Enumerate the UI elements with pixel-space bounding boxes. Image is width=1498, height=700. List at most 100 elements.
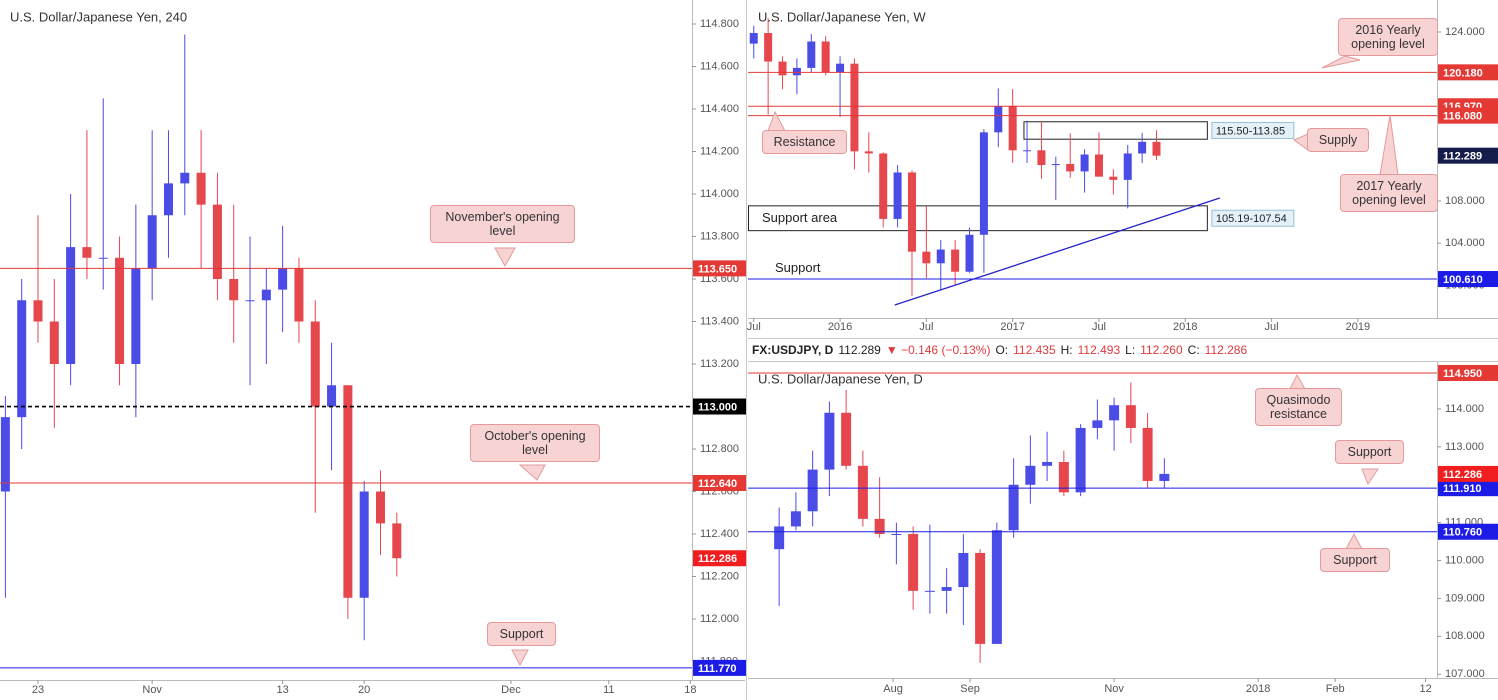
callout-pointer	[1379, 114, 1399, 176]
x-tick-label: 13	[277, 684, 289, 696]
trendline	[894, 197, 1221, 306]
callout: Resistance	[762, 130, 847, 154]
candle-body	[807, 469, 818, 512]
ohlc-value: 112.435	[1013, 343, 1056, 357]
level-tag-label: 120.180	[1443, 67, 1483, 79]
chart-title: U.S. Dollar/Japanese Yen, 240	[10, 9, 187, 24]
candle-body	[261, 289, 271, 301]
last-price-label: 112.289	[1443, 151, 1482, 163]
candle-body	[0, 417, 10, 492]
candle-body	[147, 215, 157, 269]
callout: 2016 Yearly opening level	[1338, 18, 1438, 56]
callout-pointer	[518, 464, 546, 481]
candle-body	[891, 534, 902, 536]
level-tag	[693, 659, 746, 676]
y-tick-label: 114.000	[1445, 403, 1484, 415]
candle-body	[1094, 154, 1103, 177]
candle-body	[196, 172, 206, 205]
chart-label: Support	[775, 260, 821, 275]
candle-body	[180, 172, 190, 184]
y-tick-label: 113.000	[1445, 441, 1484, 453]
x-tick-label: 2017	[1000, 321, 1024, 333]
x-tick-label: 12	[1419, 683, 1431, 695]
zone-label: 105.19-107.54	[1216, 213, 1287, 225]
y-tick-label: 114.000	[700, 188, 739, 200]
callout-pointer	[494, 247, 516, 268]
y-tick-label: 112.400	[700, 528, 739, 540]
last-price-tag	[1438, 147, 1498, 164]
x-tick-label: 2018	[1173, 321, 1197, 333]
y-tick-label: 112.000	[700, 613, 739, 625]
candle-body	[764, 33, 773, 62]
candle-body	[807, 41, 816, 68]
level-tag	[693, 398, 746, 415]
candle-body	[893, 172, 902, 219]
candle-body	[115, 257, 125, 365]
ohlc-value: 112.260	[1140, 343, 1183, 357]
candle-body	[131, 268, 141, 365]
zone-label-box	[1211, 121, 1295, 139]
y-tick-label: 104.000	[1445, 237, 1485, 249]
zone-label: 115.50-113.85	[1216, 125, 1285, 137]
candle-body	[836, 63, 845, 73]
callout: Quasimodo resistance	[1255, 388, 1342, 426]
y-tick-label: 114.800	[700, 18, 739, 30]
symbol: FX:USDJPY, D	[752, 343, 834, 357]
y-tick-label: 108.000	[1445, 195, 1485, 207]
level-tag-label: 116.080	[1443, 111, 1482, 123]
y-tick-label: 112.800	[700, 443, 739, 455]
candle-body	[922, 251, 931, 264]
candle-body	[821, 41, 830, 73]
candle-body	[359, 491, 369, 598]
level-tag	[1438, 523, 1498, 540]
candle-body	[1109, 176, 1118, 180]
last-price: 112.289	[838, 343, 881, 357]
candle-body	[1008, 105, 1017, 151]
level-tag-label: 113.650	[698, 263, 737, 275]
callout: November's opening level	[430, 205, 575, 243]
y-tick-label: 114.400	[700, 103, 739, 115]
x-tick-label: Nov	[1104, 683, 1124, 695]
last-price-label: 112.286	[1443, 469, 1482, 481]
x-tick-label: Aug	[883, 683, 903, 695]
ohlc-value: 112.286	[1204, 343, 1248, 357]
callout: Support	[487, 622, 556, 646]
chart-label: Support area	[762, 210, 838, 225]
level-tag-label: 110.760	[1443, 527, 1482, 539]
callout: Support	[1335, 440, 1404, 464]
candle-body	[1109, 405, 1120, 421]
candle-body	[790, 511, 801, 527]
last-price-tag	[1438, 465, 1498, 482]
callout-pointer	[1289, 373, 1306, 390]
x-tick-label: Jul	[747, 321, 761, 333]
candle-body	[908, 534, 919, 591]
candle-body	[941, 587, 952, 591]
y-tick-label: 113.200	[700, 358, 739, 370]
x-tick-label: Jul	[1092, 321, 1106, 333]
x-tick-label: Sep	[960, 683, 980, 695]
candle-body	[824, 412, 835, 470]
zone-label-box	[1211, 209, 1295, 227]
candle-body	[1159, 473, 1170, 481]
candle-body	[1037, 150, 1046, 166]
candle-body	[245, 300, 255, 302]
candle-body	[33, 300, 43, 322]
x-tick-label: Jul	[1265, 321, 1279, 333]
candle-body	[163, 183, 173, 216]
candle-body	[879, 153, 888, 219]
candle-body	[958, 552, 969, 588]
candle-body	[850, 63, 859, 152]
candle-body	[1125, 405, 1136, 428]
candle-body	[1051, 164, 1060, 166]
callout: Support	[1320, 548, 1390, 572]
candle-body	[924, 590, 935, 592]
last-price-tag	[693, 550, 746, 567]
x-tick-label: 2018	[1246, 683, 1270, 695]
candle-body	[1025, 465, 1036, 485]
level-tag	[1438, 64, 1498, 81]
x-tick-label: Jul	[919, 321, 933, 333]
candle-body	[1142, 427, 1153, 481]
level-tag-label: 114.950	[1443, 368, 1482, 380]
